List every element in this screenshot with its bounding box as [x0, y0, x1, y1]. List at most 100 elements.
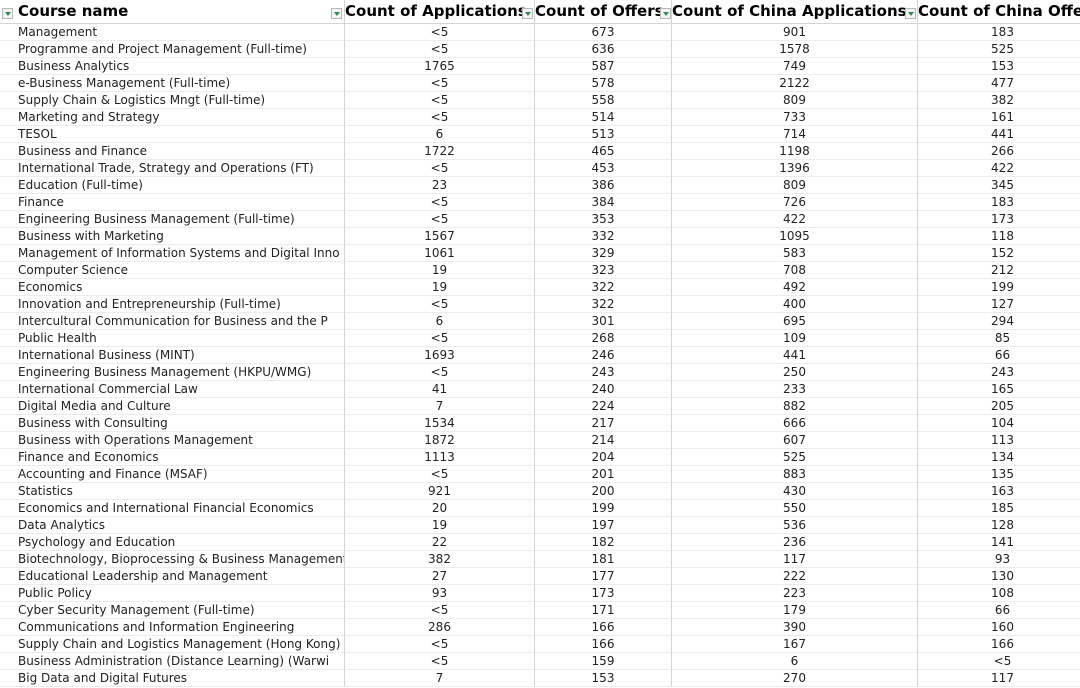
count-cell: 159 — [535, 653, 672, 670]
filter-button[interactable] — [522, 8, 533, 19]
count-cell: 7 — [345, 398, 535, 415]
count-cell: 199 — [918, 279, 1080, 296]
count-cell: 20 — [345, 500, 535, 517]
count-cell: 294 — [918, 313, 1080, 330]
count-cell: 179 — [672, 602, 918, 619]
count-cell: 673 — [535, 24, 672, 41]
count-cell: 6 — [345, 313, 535, 330]
count-cell: 513 — [535, 126, 672, 143]
count-cell: 117 — [918, 670, 1080, 687]
count-cell: 240 — [535, 381, 672, 398]
count-cell: 152 — [918, 245, 1080, 262]
count-cell: 921 — [345, 483, 535, 500]
course-name-cell: Statistics — [0, 483, 345, 500]
count-cell: <5 — [345, 211, 535, 228]
filter-button[interactable] — [331, 8, 342, 19]
count-cell: 422 — [918, 160, 1080, 177]
count-cell: 171 — [535, 602, 672, 619]
count-cell: <5 — [345, 92, 535, 109]
count-cell: 1396 — [672, 160, 918, 177]
course-name-cell: Finance and Economics — [0, 449, 345, 466]
count-cell: 1765 — [345, 58, 535, 75]
count-cell: 550 — [672, 500, 918, 517]
count-cell: 465 — [535, 143, 672, 160]
course-name-cell: Engineering Business Management (HKPU/WM… — [0, 364, 345, 381]
count-cell: 1693 — [345, 347, 535, 364]
count-cell: 19 — [345, 279, 535, 296]
course-name-cell: Finance — [0, 194, 345, 211]
count-cell: 583 — [672, 245, 918, 262]
count-cell: <5 — [345, 330, 535, 347]
course-name-cell: Public Health — [0, 330, 345, 347]
course-name-cell: Business with Marketing — [0, 228, 345, 245]
count-cell: 135 — [918, 466, 1080, 483]
course-name-cell: Cyber Security Management (Full-time) — [0, 602, 345, 619]
count-cell: 163 — [918, 483, 1080, 500]
course-name-cell: Psychology and Education — [0, 534, 345, 551]
count-cell: 200 — [535, 483, 672, 500]
course-name-cell: Public Policy — [0, 585, 345, 602]
count-cell: 201 — [535, 466, 672, 483]
course-name-cell: Innovation and Entrepreneurship (Full-ti… — [0, 296, 345, 313]
count-cell: 578 — [535, 75, 672, 92]
course-name-cell: Engineering Business Management (Full-ti… — [0, 211, 345, 228]
count-cell: 749 — [672, 58, 918, 75]
count-cell: 525 — [672, 449, 918, 466]
count-cell: 141 — [918, 534, 1080, 551]
course-name-cell: Supply Chain and Logistics Management (H… — [0, 636, 345, 653]
count-cell: 185 — [918, 500, 1080, 517]
count-cell: 7 — [345, 670, 535, 687]
count-cell: 558 — [535, 92, 672, 109]
count-cell: 726 — [672, 194, 918, 211]
count-cell: 322 — [535, 279, 672, 296]
course-name-cell: Education (Full-time) — [0, 177, 345, 194]
count-cell: 85 — [918, 330, 1080, 347]
count-cell: 66 — [918, 347, 1080, 364]
count-cell: 514 — [535, 109, 672, 126]
count-cell: 41 — [345, 381, 535, 398]
count-cell: 536 — [672, 517, 918, 534]
count-cell: <5 — [345, 636, 535, 653]
count-cell: 183 — [918, 194, 1080, 211]
count-cell: 130 — [918, 568, 1080, 585]
count-cell: 422 — [672, 211, 918, 228]
count-cell: 205 — [918, 398, 1080, 415]
course-name-cell: Programme and Project Management (Full-t… — [0, 41, 345, 58]
course-name-cell: Management of Information Systems and Di… — [0, 245, 345, 262]
count-cell: 441 — [918, 126, 1080, 143]
count-cell: 22 — [345, 534, 535, 551]
count-cell: 587 — [535, 58, 672, 75]
count-cell: 270 — [672, 670, 918, 687]
column-header: Count of China Applications — [672, 0, 918, 24]
course-name-cell: Intercultural Communication for Business… — [0, 313, 345, 330]
course-name-cell: International Commercial Law — [0, 381, 345, 398]
count-cell: 160 — [918, 619, 1080, 636]
count-cell: 400 — [672, 296, 918, 313]
column-header: Count of China Offers — [918, 0, 1080, 24]
count-cell: 1872 — [345, 432, 535, 449]
count-cell: 19 — [345, 517, 535, 534]
count-cell: 695 — [672, 313, 918, 330]
count-cell: 809 — [672, 92, 918, 109]
count-cell: 430 — [672, 483, 918, 500]
course-name-cell: Management — [0, 24, 345, 41]
filter-button[interactable] — [905, 8, 916, 19]
filter-button[interactable] — [660, 8, 671, 19]
count-cell: 173 — [918, 211, 1080, 228]
course-name-cell: Accounting and Finance (MSAF) — [0, 466, 345, 483]
count-cell: 236 — [672, 534, 918, 551]
count-cell: 353 — [535, 211, 672, 228]
count-cell: <5 — [345, 602, 535, 619]
filter-button[interactable] — [2, 8, 13, 19]
count-cell: 607 — [672, 432, 918, 449]
count-cell: 250 — [672, 364, 918, 381]
count-cell: <5 — [345, 109, 535, 126]
course-name-cell: International Business (MINT) — [0, 347, 345, 364]
count-cell: 222 — [672, 568, 918, 585]
count-cell: 199 — [535, 500, 672, 517]
column-header: Course name — [0, 0, 345, 24]
course-name-cell: Marketing and Strategy — [0, 109, 345, 126]
course-name-cell: Business with Operations Management — [0, 432, 345, 449]
course-name-cell: Data Analytics — [0, 517, 345, 534]
count-cell: 1095 — [672, 228, 918, 245]
